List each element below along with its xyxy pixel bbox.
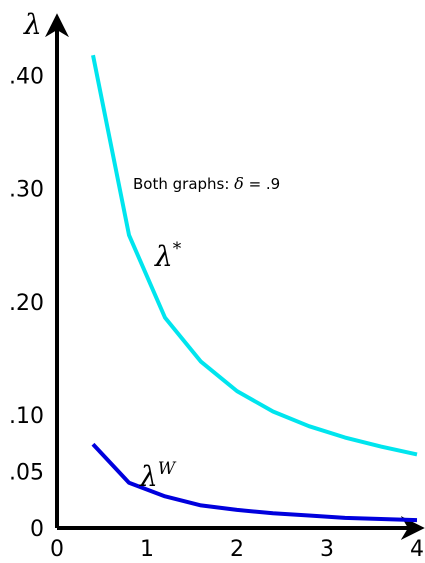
axes <box>45 13 425 540</box>
series-line-lambda-w <box>91 442 418 523</box>
y-tick-label: .20 <box>9 291 44 316</box>
y-tick-label: .05 <box>9 460 44 485</box>
series-label-lambda-star: λ* <box>154 239 182 273</box>
x-tick-label: 4 <box>410 537 424 562</box>
x-tick-label: 0 <box>50 537 64 562</box>
series-line-lambda-star <box>91 54 418 457</box>
x-tick-label: 2 <box>230 537 244 562</box>
y-axis-label: λ <box>23 8 42 41</box>
series-label-lambda-w: λW <box>139 459 177 493</box>
x-tick-label: 3 <box>320 537 334 562</box>
y-tick-label: .30 <box>9 178 44 203</box>
y-tick-label: 0 <box>30 517 44 542</box>
y-tick-label: .10 <box>9 404 44 429</box>
y-tick-labels: 0 .05 .10 .20 .30 .40 <box>9 65 44 542</box>
x-tick-labels: 0 1 2 3 4 <box>50 537 424 562</box>
x-tick-label: 1 <box>140 537 154 562</box>
annotation: Both graphs: δ = .9 <box>133 174 280 193</box>
series-lines <box>91 54 418 523</box>
y-tick-label: .40 <box>9 65 44 90</box>
